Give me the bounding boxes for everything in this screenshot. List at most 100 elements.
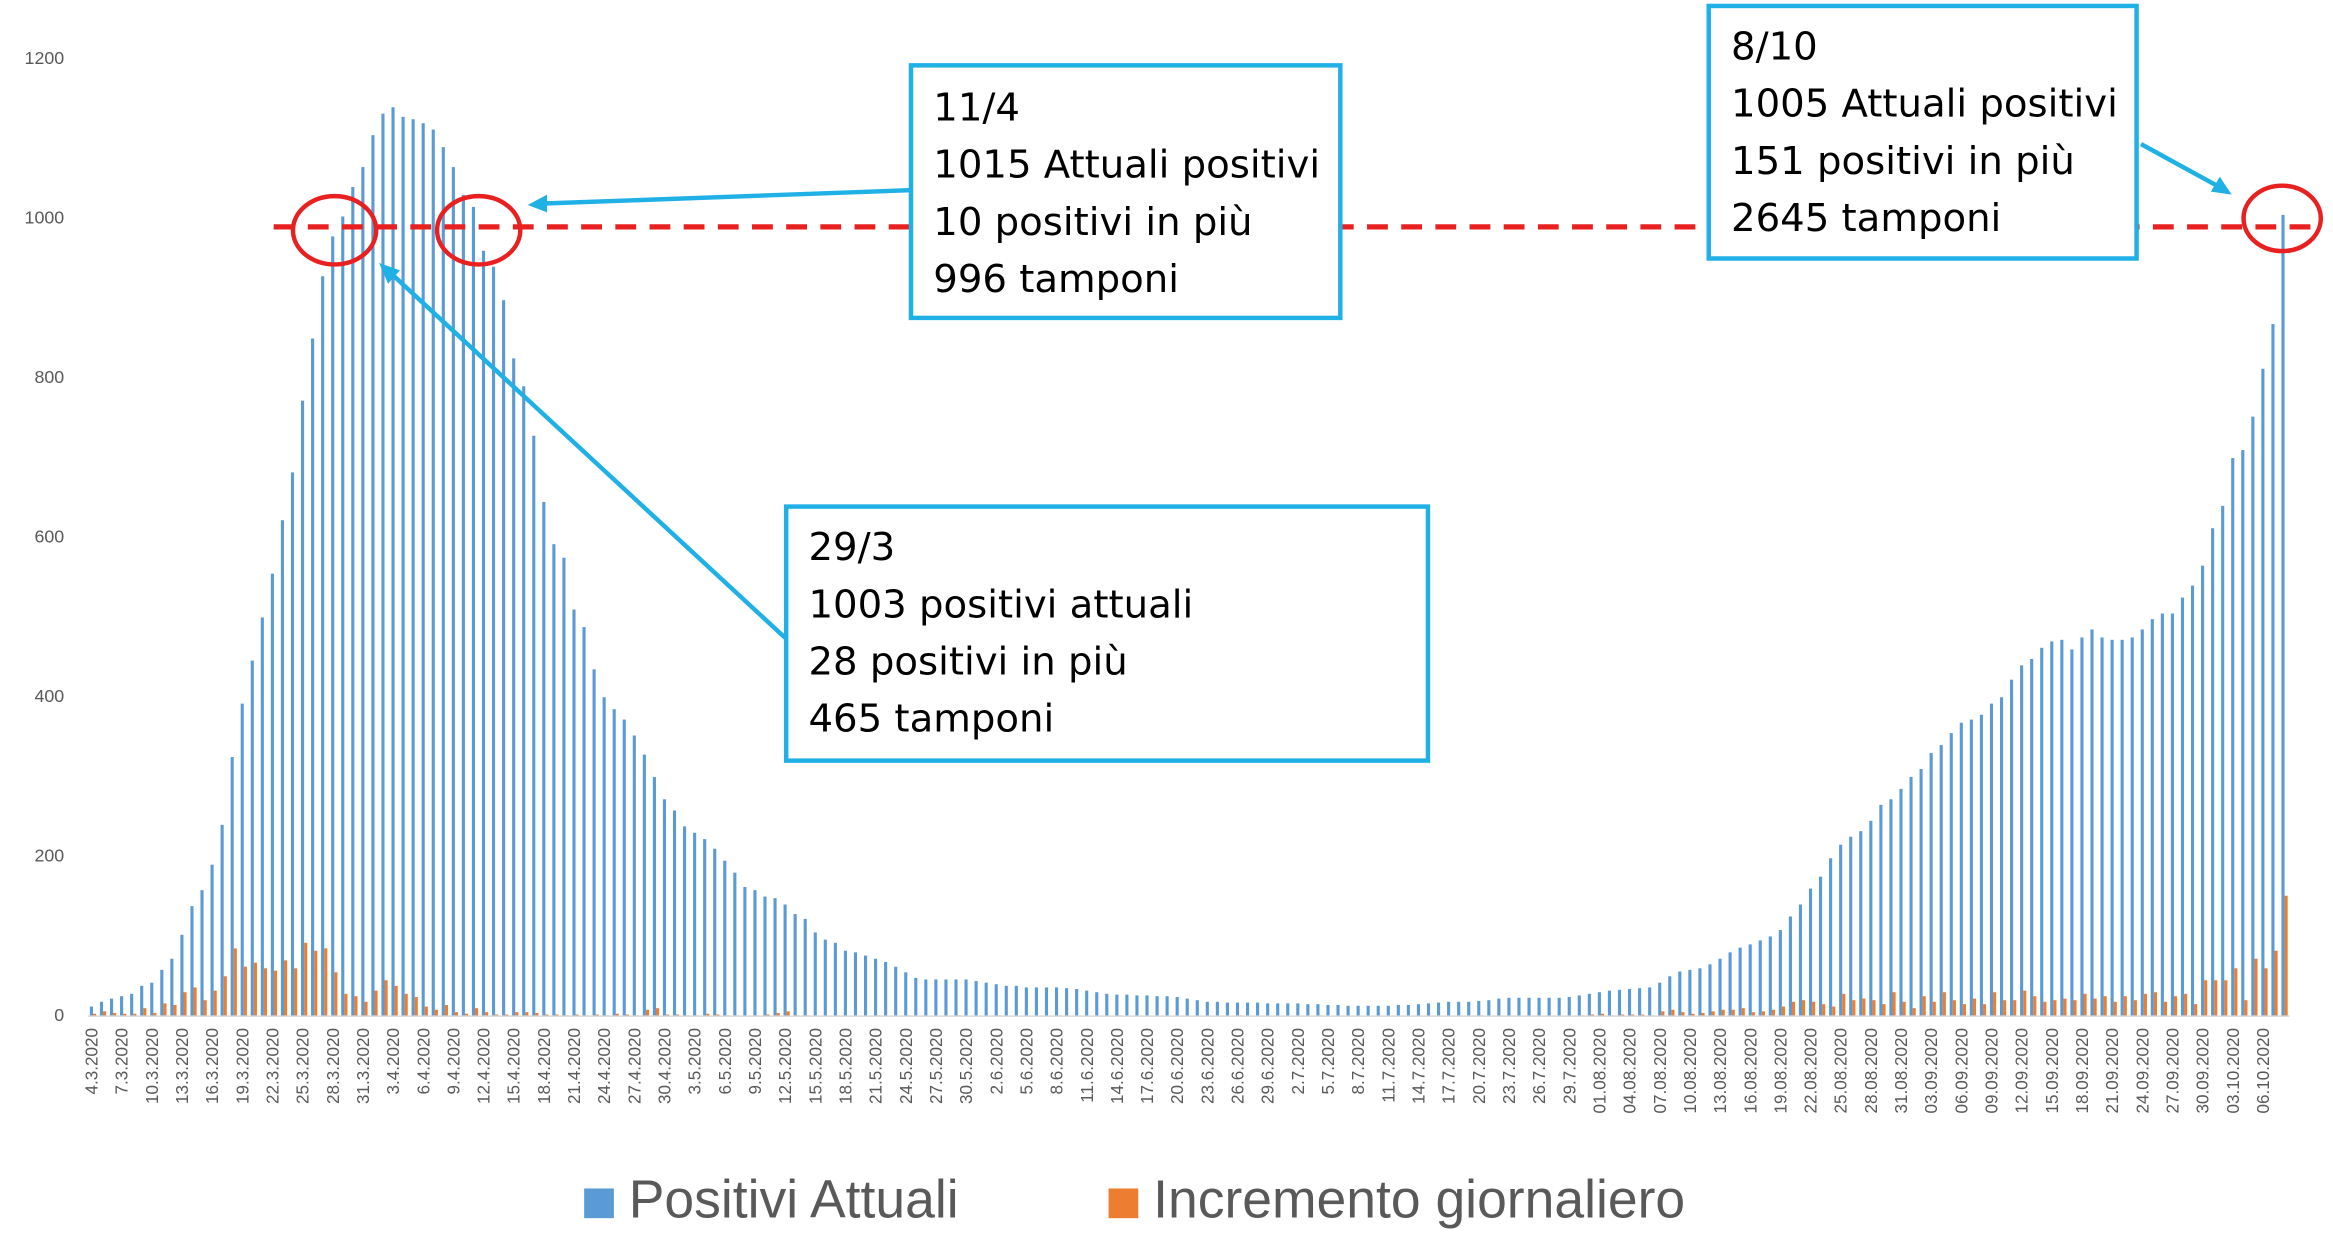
bar [2020, 665, 2024, 1017]
bar [1902, 1001, 1906, 1017]
bar [341, 216, 345, 1017]
x-tick-label: 28.3.2020 [324, 1028, 343, 1104]
bar [331, 236, 335, 1017]
bar [843, 950, 847, 1017]
bar [210, 864, 214, 1017]
x-tick-label: 22.08.2020 [1802, 1028, 1821, 1113]
x-tick-label: 19.08.2020 [1771, 1028, 1790, 1113]
bar [1527, 997, 1531, 1017]
bar [1185, 998, 1189, 1017]
bar [143, 1008, 147, 1017]
bar [1741, 1008, 1745, 1017]
bar [1658, 982, 1662, 1017]
bar [1989, 703, 1994, 1017]
bar [1708, 964, 1712, 1017]
bar [300, 400, 305, 1017]
bar [1738, 947, 1742, 1017]
annotation-text: 1015 Attuali positivi [933, 143, 1320, 188]
bar [786, 1011, 790, 1017]
bar [666, 1014, 670, 1017]
x-tick-label: 01.08.2020 [1590, 1028, 1609, 1113]
bar [150, 982, 154, 1017]
bar [1882, 1004, 1886, 1017]
x-tick-label: 2.7.2020 [1289, 1028, 1308, 1094]
bar [1567, 997, 1571, 1017]
bar [2163, 1001, 2168, 1017]
bar [954, 979, 958, 1017]
bar [1286, 1003, 1290, 1017]
bar [793, 914, 797, 1017]
x-tick-label: 18.09.2020 [2073, 1028, 2092, 1113]
bar [1406, 1004, 1410, 1017]
bar [2281, 214, 2285, 1017]
bar [572, 609, 576, 1017]
bar [1477, 1000, 1481, 1017]
x-tick-label: 21.09.2020 [2103, 1028, 2122, 1113]
bar [421, 123, 425, 1017]
bar [2053, 1000, 2057, 1017]
bar [1467, 1001, 1471, 1017]
bar [374, 990, 378, 1017]
bar [542, 501, 546, 1017]
bar [1105, 993, 1109, 1017]
bar [2030, 658, 2034, 1017]
bar [1839, 844, 1843, 1017]
bar [384, 980, 388, 1017]
bar [1869, 820, 1873, 1017]
bar [763, 896, 767, 1017]
bar [130, 993, 134, 1017]
bar [1075, 989, 1079, 1017]
bar [89, 1006, 93, 1017]
x-tick-label: 5.6.2020 [1017, 1028, 1036, 1094]
bar [1507, 997, 1511, 1017]
bar [113, 1012, 117, 1017]
x-tick-label: 19.3.2020 [233, 1028, 252, 1104]
bar [1517, 997, 1521, 1017]
bar [1808, 888, 1813, 1017]
circles [290, 183, 2324, 267]
bar [223, 976, 227, 1017]
bar [863, 955, 868, 1017]
bar [652, 776, 656, 1017]
bar [1426, 1003, 1431, 1017]
bar [103, 1011, 107, 1017]
bar [1849, 836, 1853, 1017]
x-tick-label: 8.7.2020 [1349, 1028, 1368, 1094]
bar [454, 1012, 459, 1017]
bar [693, 832, 697, 1017]
bar [1376, 1005, 1380, 1017]
x-tick-label: 30.5.2020 [957, 1028, 976, 1104]
bar [672, 810, 677, 1017]
bar [424, 1006, 428, 1017]
bar [1366, 1005, 1370, 1017]
bar [512, 358, 516, 1017]
bar [321, 276, 325, 1017]
bar [2190, 585, 2195, 1017]
bar [140, 985, 144, 1017]
bar [344, 993, 348, 1017]
bar [2113, 1001, 2117, 1017]
highlight-circle [290, 193, 379, 267]
annotation-text: 151 positivi in più [1731, 139, 2075, 184]
bar [944, 979, 948, 1017]
bar [1447, 1001, 1451, 1017]
bar [2133, 1000, 2137, 1017]
x-tick-label: 10.3.2020 [143, 1028, 162, 1104]
bar [1932, 1001, 1936, 1017]
bar [632, 735, 636, 1017]
x-tick-label: 6.5.2020 [716, 1028, 735, 1094]
bar [2244, 1000, 2248, 1017]
bar [552, 544, 556, 1017]
y-tick-label: 0 [54, 1005, 64, 1025]
bar [190, 906, 194, 1017]
y-tick-label: 1200 [25, 48, 65, 68]
bar [515, 1012, 519, 1017]
bar [1781, 1006, 1786, 1017]
bar [230, 757, 234, 1017]
arrow [543, 187, 912, 206]
bar [884, 961, 888, 1017]
bar [1661, 1011, 1665, 1017]
bar [914, 977, 918, 1017]
bar [2241, 450, 2245, 1017]
x-tick-label: 25.08.2020 [1832, 1028, 1851, 1113]
